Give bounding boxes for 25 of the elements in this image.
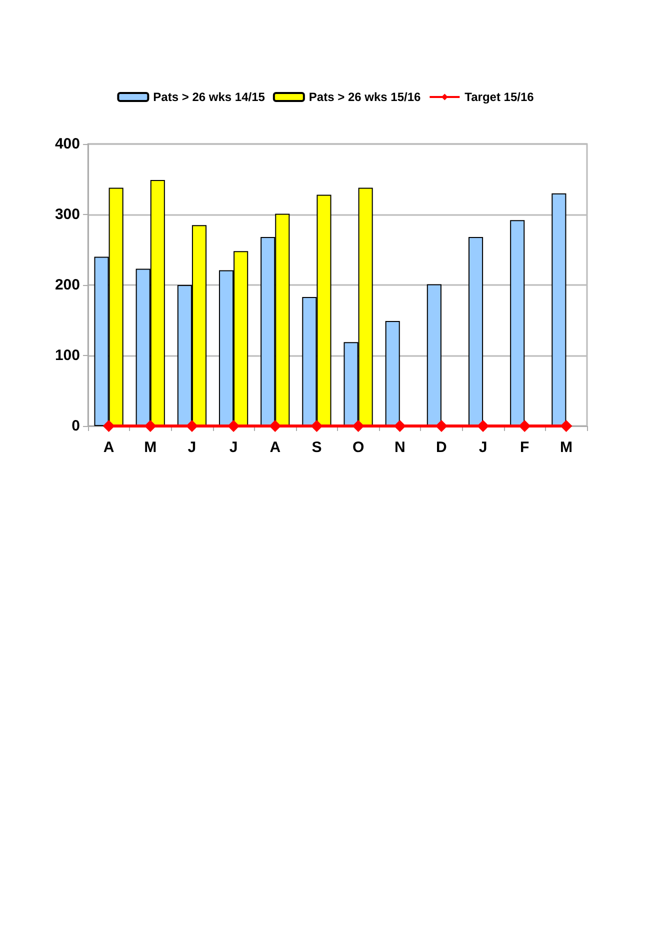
x-tick-label: N — [394, 439, 406, 456]
x-tick-label: M — [144, 439, 157, 456]
legend-label: Pats > 26 wks 15/16 — [308, 90, 422, 104]
bar — [426, 284, 442, 426]
x-tick-label: S — [312, 439, 322, 456]
x-tick-label: A — [270, 439, 281, 456]
bar — [385, 320, 400, 426]
bar — [552, 193, 566, 426]
bar — [468, 237, 484, 426]
y-tick-label: 100 — [54, 347, 80, 364]
legend-label: Target 15/16 — [464, 90, 534, 104]
bar — [510, 220, 525, 426]
x-tick-label: J — [229, 439, 238, 456]
y-tick-label: 300 — [54, 206, 80, 223]
y-tick-label: 0 — [72, 418, 80, 434]
x-tick-label: O — [352, 439, 364, 456]
x-tick-label: A — [103, 439, 114, 456]
y-tick-label: 400 — [54, 136, 80, 152]
x-tick-label: D — [436, 439, 448, 456]
y-tick-label: 200 — [54, 276, 80, 294]
x-tick-label: M — [560, 439, 572, 456]
legend-label: Pats > 26 wks 14/15 — [153, 90, 266, 104]
x-tick-label: F — [520, 439, 530, 456]
x-tick-label: J — [188, 439, 196, 456]
x-tick-label: J — [478, 439, 488, 456]
